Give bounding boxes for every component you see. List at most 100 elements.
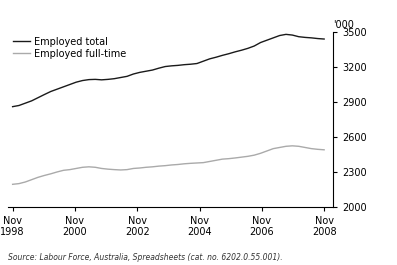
Employed total bbox=[283, 33, 288, 36]
Employed total bbox=[99, 78, 104, 81]
Employed total bbox=[175, 64, 180, 67]
Employed full-time bbox=[169, 163, 174, 166]
Employed total bbox=[42, 93, 47, 96]
Employed total bbox=[80, 79, 85, 82]
Employed total bbox=[315, 37, 320, 40]
Employed total bbox=[258, 41, 263, 44]
Employed full-time bbox=[277, 146, 282, 149]
Employed full-time bbox=[258, 152, 263, 155]
Employed full-time bbox=[17, 182, 21, 185]
Employed total bbox=[201, 60, 206, 63]
Employed total bbox=[290, 33, 295, 37]
Employed full-time bbox=[36, 176, 40, 179]
Employed total bbox=[55, 87, 60, 91]
Text: Source: Labour Force, Australia, Spreadsheets (cat. no. 6202.0.55.001).: Source: Labour Force, Australia, Spreads… bbox=[8, 253, 283, 262]
Employed full-time bbox=[23, 180, 28, 184]
Employed full-time bbox=[195, 161, 199, 165]
Employed total bbox=[169, 64, 174, 67]
Employed full-time bbox=[55, 170, 60, 174]
Employed full-time bbox=[309, 147, 314, 150]
Employed total bbox=[23, 101, 28, 105]
Employed total bbox=[182, 63, 187, 66]
Employed full-time bbox=[150, 165, 155, 169]
Employed full-time bbox=[245, 155, 250, 158]
Employed total bbox=[309, 36, 314, 39]
Employed total bbox=[106, 78, 110, 81]
Employed full-time bbox=[125, 168, 129, 171]
Employed full-time bbox=[131, 167, 136, 170]
Employed full-time bbox=[264, 149, 269, 153]
Employed total bbox=[233, 50, 237, 54]
Employed full-time bbox=[303, 146, 307, 149]
Employed total bbox=[239, 49, 244, 52]
Employed full-time bbox=[80, 166, 85, 169]
Employed total bbox=[67, 83, 72, 86]
Employed total bbox=[156, 67, 161, 70]
Employed full-time bbox=[10, 183, 15, 186]
Employed total bbox=[74, 81, 79, 84]
Employed full-time bbox=[42, 174, 47, 177]
Employed total bbox=[163, 65, 168, 68]
Employed full-time bbox=[220, 157, 225, 161]
Legend: Employed total, Employed full-time: Employed total, Employed full-time bbox=[13, 37, 126, 59]
Employed total bbox=[195, 62, 199, 65]
Employed full-time bbox=[118, 168, 123, 171]
Employed total bbox=[131, 72, 136, 76]
Employed full-time bbox=[252, 154, 256, 157]
Line: Employed full-time: Employed full-time bbox=[13, 146, 324, 184]
Employed total bbox=[322, 37, 326, 41]
Employed total bbox=[125, 75, 129, 78]
Employed full-time bbox=[188, 162, 193, 165]
Employed total bbox=[271, 36, 276, 39]
Employed full-time bbox=[214, 159, 218, 162]
Employed total bbox=[87, 78, 91, 81]
Employed full-time bbox=[283, 145, 288, 148]
Employed total bbox=[207, 57, 212, 60]
Employed full-time bbox=[315, 148, 320, 151]
Employed full-time bbox=[163, 164, 168, 167]
Employed total bbox=[252, 45, 256, 48]
Employed total bbox=[245, 47, 250, 50]
Employed full-time bbox=[322, 148, 326, 151]
Employed full-time bbox=[144, 166, 148, 169]
Employed total bbox=[112, 77, 117, 80]
Employed total bbox=[220, 54, 225, 57]
Employed full-time bbox=[233, 156, 237, 160]
Employed total bbox=[93, 78, 98, 81]
Employed total bbox=[214, 56, 218, 59]
Employed full-time bbox=[106, 167, 110, 171]
Employed total bbox=[61, 85, 66, 89]
Employed full-time bbox=[182, 162, 187, 165]
Text: '000: '000 bbox=[333, 20, 355, 30]
Employed full-time bbox=[112, 168, 117, 171]
Employed full-time bbox=[201, 161, 206, 164]
Employed total bbox=[226, 52, 231, 55]
Employed full-time bbox=[156, 165, 161, 168]
Employed full-time bbox=[61, 169, 66, 172]
Line: Employed total: Employed total bbox=[13, 34, 324, 107]
Employed total bbox=[48, 90, 53, 93]
Employed total bbox=[137, 71, 142, 74]
Employed full-time bbox=[175, 163, 180, 166]
Employed full-time bbox=[207, 160, 212, 163]
Employed total bbox=[188, 63, 193, 66]
Employed total bbox=[303, 36, 307, 39]
Employed total bbox=[277, 34, 282, 37]
Employed full-time bbox=[29, 178, 34, 181]
Employed total bbox=[264, 39, 269, 42]
Employed full-time bbox=[48, 172, 53, 175]
Employed full-time bbox=[74, 167, 79, 170]
Employed full-time bbox=[290, 144, 295, 147]
Employed full-time bbox=[87, 165, 91, 169]
Employed total bbox=[36, 96, 40, 99]
Employed total bbox=[296, 35, 301, 38]
Employed total bbox=[10, 105, 15, 108]
Employed full-time bbox=[137, 166, 142, 170]
Employed full-time bbox=[296, 145, 301, 148]
Employed total bbox=[17, 104, 21, 107]
Employed total bbox=[118, 76, 123, 79]
Employed full-time bbox=[239, 156, 244, 159]
Employed full-time bbox=[226, 157, 231, 160]
Employed total bbox=[150, 68, 155, 72]
Employed total bbox=[29, 99, 34, 102]
